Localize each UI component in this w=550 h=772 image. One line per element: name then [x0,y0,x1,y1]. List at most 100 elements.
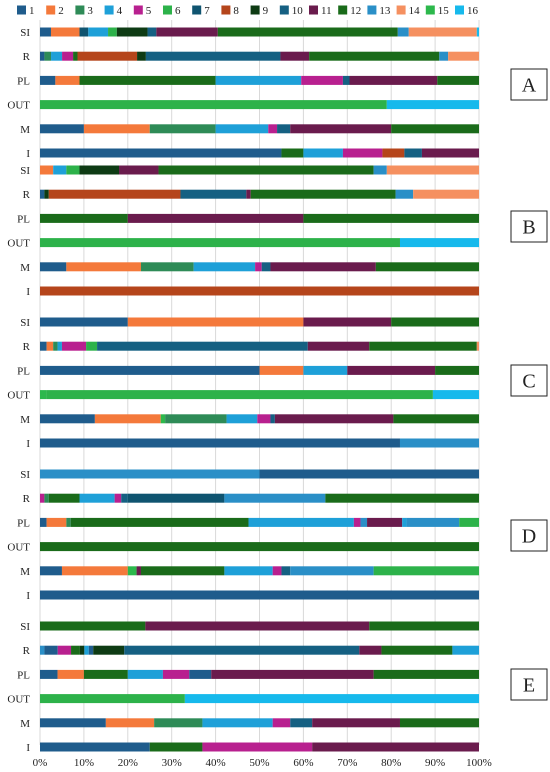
bar-segment [393,414,479,424]
bar-segment [301,75,343,85]
legend-label: 2 [58,5,64,17]
bar-segment [119,165,159,175]
bar-segment [399,238,479,248]
legend-label: 14 [409,5,421,17]
bar-segment [48,189,181,199]
panel-label: C [522,371,535,393]
bar-segment [62,51,74,61]
bar-segment [40,742,150,752]
legend-swatch [221,5,231,15]
category-label: I [26,286,30,298]
category-label: I [26,742,30,754]
bar-segment [303,213,479,223]
legend-label: 9 [263,5,269,17]
bar-segment [57,341,62,351]
bar-segment [386,165,479,175]
panel-label-box [510,519,548,552]
bar-segment [274,414,394,424]
bar-segment [86,341,98,351]
legend-swatch [309,5,318,15]
legend-label: 7 [204,5,210,17]
x-tick-label: 100% [466,757,492,769]
bar-segment [290,124,392,134]
panel-label: E [523,675,535,697]
bar-segment [127,493,225,503]
bar-segment [79,75,216,85]
bar-segment [79,27,89,37]
bar-segment [40,469,260,479]
bar-segment [61,566,128,576]
bar-segment [147,27,157,37]
bar-segment [432,390,479,400]
bar-segment [66,262,141,272]
bar-segment [73,51,78,61]
category-label: PL [17,669,30,681]
legend-swatch [17,5,26,15]
category-label: SI [20,469,30,481]
bar-segment [40,124,84,134]
bar-segment [48,493,80,503]
bar-segment [136,566,141,576]
bar-segment [307,341,370,351]
bar-segment [40,621,146,631]
category-label: OUT [7,100,30,112]
bar-segment [44,493,49,503]
bar-segment [437,75,479,85]
legend-swatch [367,5,377,15]
bar-segment [127,213,304,223]
legend-label: 15 [438,5,450,17]
x-tick-label: 80% [381,757,401,769]
bar-segment [57,645,72,655]
bar-segment [312,718,400,728]
bar-segment [40,517,47,527]
bar-segment [40,365,260,375]
bar-segment [184,694,479,704]
panel-label: A [522,75,537,97]
bar-segment [44,645,58,655]
bar-segment [108,27,117,37]
bar-segment [397,27,409,37]
bar-segment [452,645,479,655]
bar-segment [124,645,360,655]
legend-swatch [455,5,464,15]
bar-segment [373,669,479,679]
bar-segment [290,566,374,576]
bar-segment [121,493,128,503]
legend-label: 11 [321,5,332,17]
legend-swatch [425,5,435,15]
category-label: R [23,341,31,353]
bar-segment [395,189,414,199]
category-label: I [26,148,30,160]
category-label: OUT [7,694,30,706]
bar-segment [40,27,51,37]
legend-label: 8 [233,5,239,17]
bar-segment [312,742,479,752]
bar-segment [272,566,282,576]
bar-segment [46,390,433,400]
bar-segment [40,669,58,679]
bar-segment [127,317,304,327]
bar-segment [40,341,47,351]
bar-segment [399,718,479,728]
bar-segment [246,189,251,199]
bar-segment [290,718,313,728]
bar-segment [46,341,54,351]
bar-segment [277,124,291,134]
legend-swatch [46,5,56,15]
bar-segment [97,341,308,351]
panel-label-box [510,210,548,243]
category-label: R [23,645,31,657]
bar-segment [435,365,479,375]
bar-segment [137,51,146,61]
x-tick-label: 60% [293,757,313,769]
legend-swatch [279,5,289,15]
bar-segment [373,165,387,175]
bar-segment [342,75,350,85]
category-label: M [20,262,30,274]
legend-label: 13 [379,5,391,17]
bar-segment [50,27,80,37]
bar-segment [224,566,273,576]
bar-segment [202,742,313,752]
bar-segment [84,645,89,655]
bar-segment [40,438,400,448]
